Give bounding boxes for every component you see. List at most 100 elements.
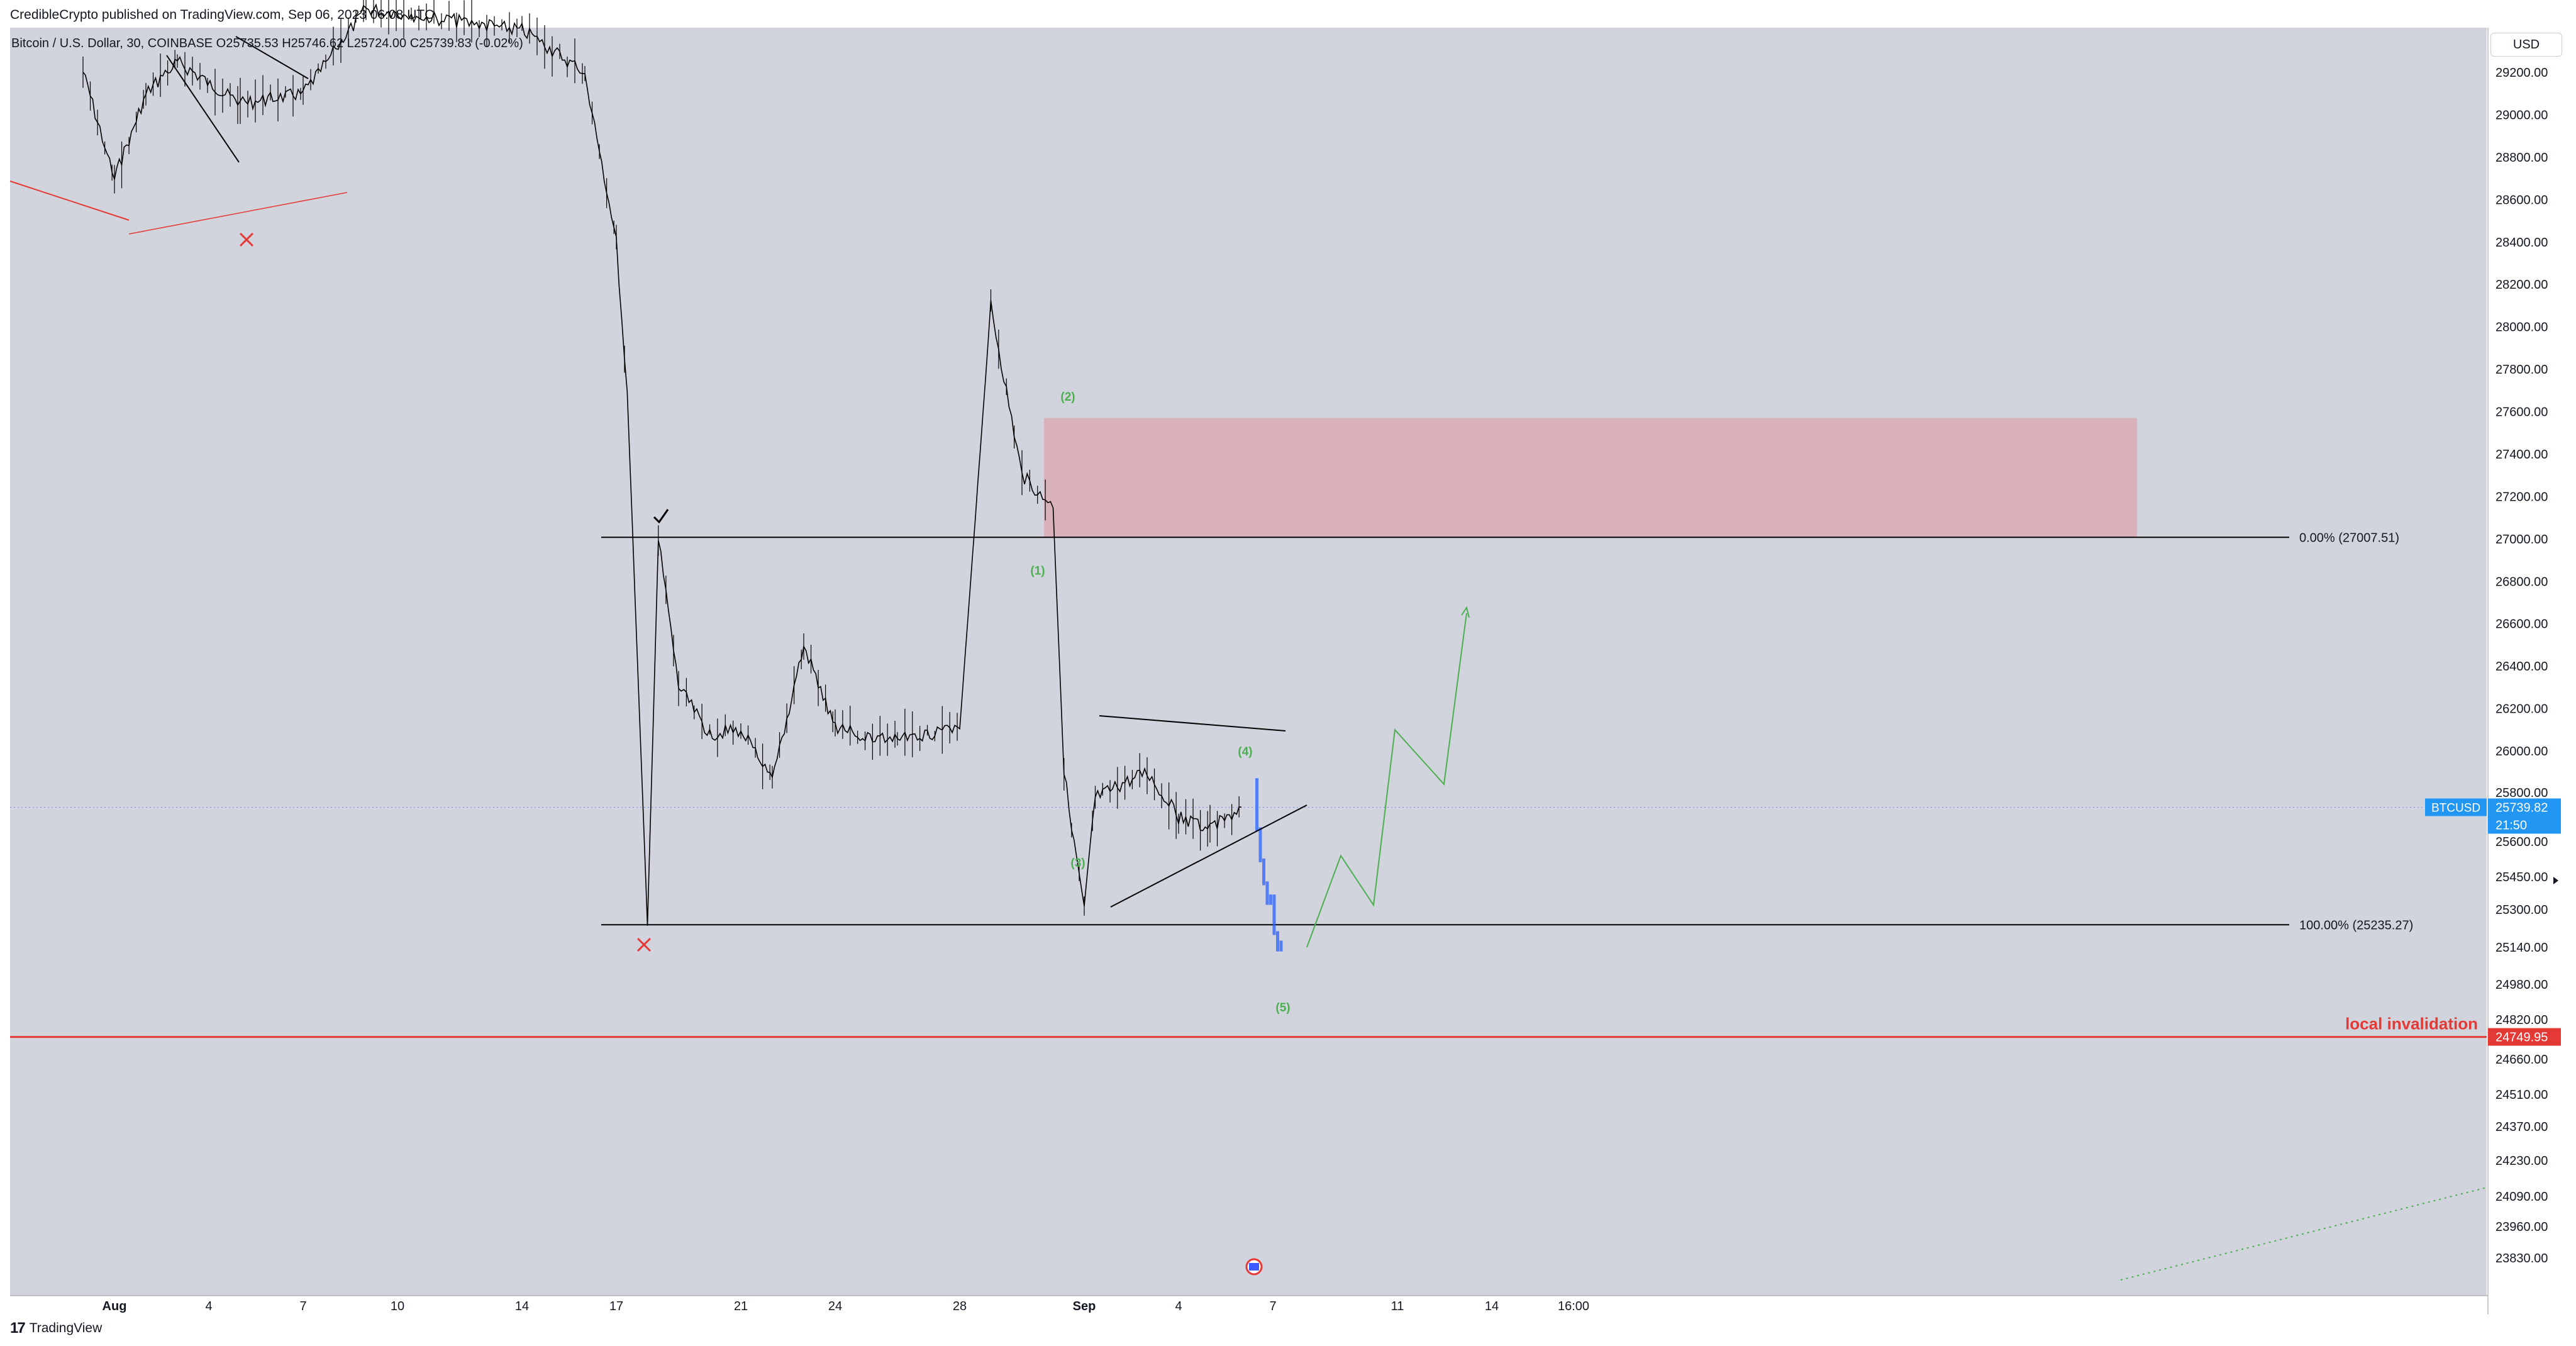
wave-label: (4) xyxy=(1238,745,1252,759)
price-tick-label: 25800.00 xyxy=(2496,786,2548,800)
bar-countdown: 21:50 xyxy=(2496,818,2527,832)
price-tick-label: 23960.00 xyxy=(2496,1220,2548,1234)
price-tick-label: 24980.00 xyxy=(2496,978,2548,992)
price-tick-label: 26800.00 xyxy=(2496,575,2548,589)
recent-candle[interactable] xyxy=(1276,931,1279,952)
time-tick-label: 17 xyxy=(609,1299,623,1313)
red-trendline-dashed[interactable] xyxy=(128,192,348,235)
time-tick-label: 11 xyxy=(1391,1299,1404,1313)
invalidation-badge xyxy=(2488,1028,2561,1046)
recent-candle[interactable] xyxy=(1269,894,1272,905)
green-dotted-trendline[interactable] xyxy=(2120,1187,2487,1281)
price-tick-label: 28400.00 xyxy=(2496,236,2548,250)
price-tick-label: 24370.00 xyxy=(2496,1120,2548,1134)
price-line[interactable] xyxy=(82,3,1242,926)
price-axis-panel[interactable] xyxy=(2488,28,2576,1296)
time-tick-label: Aug xyxy=(103,1299,127,1313)
tradingview-brand: TradingView xyxy=(29,1321,103,1335)
recent-candle[interactable] xyxy=(1265,881,1269,905)
scale-arrow-icon[interactable] xyxy=(2553,877,2558,884)
price-tick-label: 27800.00 xyxy=(2496,363,2548,377)
price-tick-label: 24230.00 xyxy=(2496,1154,2548,1168)
time-tick-label: 14 xyxy=(1485,1299,1499,1313)
price-tick-label: 29000.00 xyxy=(2496,108,2548,122)
time-tick-label: 28 xyxy=(953,1299,967,1313)
price-tick-label: 25450.00 xyxy=(2496,870,2548,884)
price-tick-label: 24820.00 xyxy=(2496,1013,2548,1027)
price-tick-label: 27200.00 xyxy=(2496,490,2548,504)
price-tick-label: 25300.00 xyxy=(2496,903,2548,917)
supply-zone-rect[interactable] xyxy=(1044,418,2137,538)
price-tick-label: 23830.00 xyxy=(2496,1252,2548,1265)
time-tick-label: 7 xyxy=(1269,1299,1276,1313)
projection-arrow-icon xyxy=(1461,606,1470,618)
price-tick-label: 27000.00 xyxy=(2496,533,2548,547)
recent-candle[interactable] xyxy=(1262,858,1265,886)
last-price-value: 25739.82 xyxy=(2496,801,2548,815)
price-axis: 29200.00 29000.00 28800.00 28600.00 28400.00… xyxy=(2487,28,2576,1296)
price-tick-label: 25140.00 xyxy=(2496,941,2548,955)
wave-label: (3) xyxy=(1070,857,1085,870)
triangle-line[interactable] xyxy=(235,36,309,79)
wave-label: (1) xyxy=(1030,565,1045,578)
checkmark-icon xyxy=(653,509,669,524)
price-tick-label: 26600.00 xyxy=(2496,618,2548,631)
time-tick-label: 16:00 xyxy=(1558,1299,1589,1313)
tradingview-logo[interactable]: 17 TradingView xyxy=(10,1320,102,1337)
time-tick-label: 24 xyxy=(828,1299,842,1313)
recent-candle[interactable] xyxy=(1272,894,1276,935)
price-tick-label: 26000.00 xyxy=(2496,745,2548,759)
published-by-text: CredibleCrypto published on TradingView.… xyxy=(10,8,435,22)
wave-label: (5) xyxy=(1275,1001,1290,1015)
invalidation-badge-text: 24749.95 xyxy=(2496,1031,2548,1045)
price-tick-label: 28000.00 xyxy=(2496,321,2548,335)
triangle-lower-line[interactable] xyxy=(1110,804,1307,908)
recent-candle[interactable] xyxy=(1255,778,1258,832)
price-tick-label: 24660.00 xyxy=(2496,1053,2548,1067)
recent-candle[interactable] xyxy=(1258,827,1262,862)
time-tick-label: 4 xyxy=(1175,1299,1182,1313)
triangle-line[interactable] xyxy=(166,55,240,163)
symbol-legend: Bitcoin / U.S. Dollar, 30, COINBASE O257… xyxy=(11,36,523,50)
time-tick-label: 21 xyxy=(734,1299,748,1313)
fib-level-100-label: 100.00% (25235.27) xyxy=(2299,918,2413,932)
time-tick-label: 14 xyxy=(515,1299,529,1313)
triangle-upper-line[interactable] xyxy=(1099,715,1286,731)
price-tick-label: 28200.00 xyxy=(2496,278,2548,292)
price-tick-label: 27400.00 xyxy=(2496,448,2548,462)
price-tick-label: 27600.00 xyxy=(2496,406,2548,420)
time-tick-label: 10 xyxy=(391,1299,404,1313)
drawings xyxy=(9,36,2487,1281)
currency-button[interactable]: USD xyxy=(2490,33,2562,57)
invalidated-x-icon xyxy=(239,232,254,247)
time-tick-label: 7 xyxy=(299,1299,306,1313)
symbol-badge xyxy=(2425,798,2487,816)
plot-area[interactable] xyxy=(10,28,2487,1296)
price-tick-label: 28800.00 xyxy=(2496,151,2548,165)
price-tick-label: 26400.00 xyxy=(2496,660,2548,674)
last-price-badge xyxy=(2488,798,2561,834)
price-tick-label: 24510.00 xyxy=(2496,1088,2548,1102)
price-tick-label: 28600.00 xyxy=(2496,193,2548,207)
time-axis-panel[interactable] xyxy=(0,1296,2576,1316)
price-tick-label: 26200.00 xyxy=(2496,703,2548,716)
candles xyxy=(82,0,1283,952)
time-tick-label: 4 xyxy=(205,1299,212,1313)
fib-levels: 0.00% (27007.51) 100.00% (25235.27) local … xyxy=(10,531,2487,1038)
time-axis: Aug 4 7 10 14 17 21 24 28 Sep 4 7 11 14 16:00 xyxy=(0,1295,2576,1316)
annotations: (1) (2) (3) (4) (5) BTCUSD 25739.82 21:50 24749.… xyxy=(239,232,2561,1276)
supply-zone xyxy=(1044,418,2137,538)
red-trendline[interactable] xyxy=(9,181,130,221)
price-tick-label: 25600.00 xyxy=(2496,835,2548,849)
price-tick-label: 24090.00 xyxy=(2496,1190,2548,1204)
recent-candle[interactable] xyxy=(1279,940,1283,952)
tradingview-mark-icon: 17 xyxy=(10,1320,26,1337)
invalidation-label: local invalidation xyxy=(2345,1015,2478,1033)
publish-header: CredibleCrypto published on TradingView.… xyxy=(0,0,2576,28)
footer-bar xyxy=(0,1316,2576,1346)
time-tick-label: Sep xyxy=(1073,1299,1096,1313)
price-tick-label: 29200.00 xyxy=(2496,66,2548,80)
flag-icon xyxy=(1249,1263,1259,1271)
projection-path[interactable] xyxy=(1306,613,1467,948)
